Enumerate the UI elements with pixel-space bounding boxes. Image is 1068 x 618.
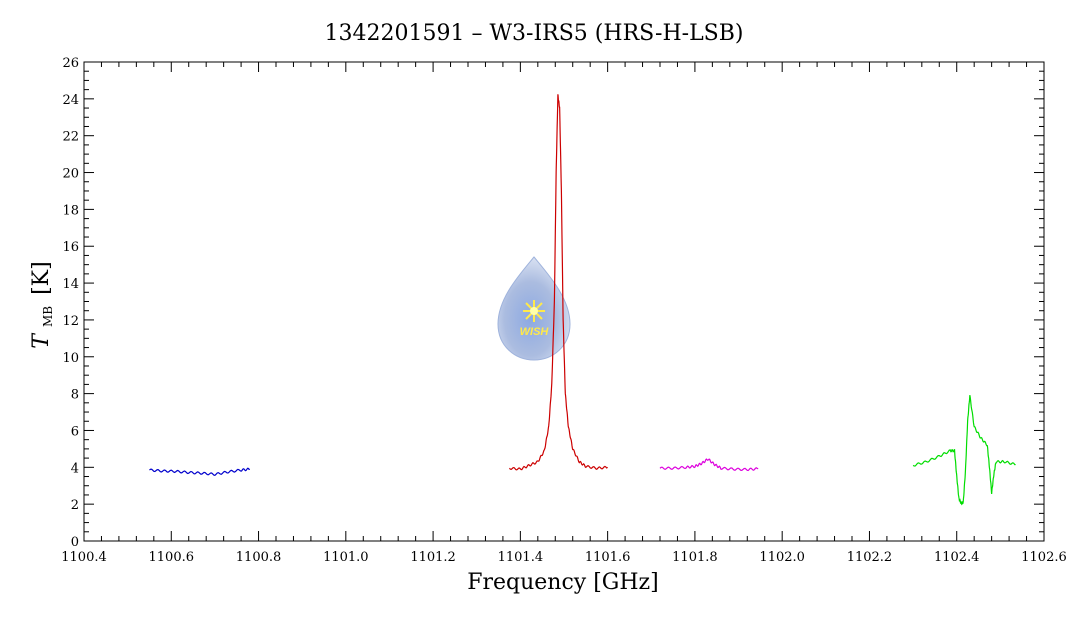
y-tick-label: 24	[62, 93, 79, 108]
y-tick-label: 8	[71, 388, 79, 403]
y-tick-label: 12	[62, 314, 79, 329]
x-tick-label: 1102.4	[934, 550, 980, 565]
y-tick-label: 26	[62, 56, 79, 71]
x-tick-label: 1101.0	[323, 550, 369, 565]
x-axis-label: Frequency [GHz]	[467, 570, 659, 595]
spectrum-series-4	[912, 394, 1016, 506]
x-tick-label: 1100.8	[236, 550, 282, 565]
x-tick-label: 1100.6	[149, 550, 195, 565]
x-tick-label: 1101.8	[672, 550, 718, 565]
y-tick-label: 0	[71, 535, 79, 550]
y-tick-label: 16	[62, 240, 79, 255]
spectrum-series-1	[149, 467, 251, 477]
spectrum-series-3	[659, 458, 759, 472]
y-tick-label: 6	[71, 424, 79, 439]
x-tick-label: 1102.6	[1021, 550, 1067, 565]
x-tick-label: 1101.4	[498, 550, 544, 565]
x-tick-label: 1100.4	[61, 550, 107, 565]
y-tick-label: 22	[62, 130, 79, 145]
y-axis-label: T MB [K]	[29, 261, 58, 348]
x-tick-label: 1102.0	[759, 550, 805, 565]
y-tick-label: 18	[62, 203, 79, 218]
x-tick-label: 1101.2	[410, 550, 456, 565]
star-core	[530, 307, 538, 315]
y-tick-label: 14	[62, 277, 79, 292]
spectrum-series-2	[508, 94, 608, 471]
plot-frame	[83, 61, 1045, 542]
y-axis-symbol: T	[29, 332, 54, 349]
x-tick-label: 1101.6	[585, 550, 631, 565]
wish-logo-text: WISH	[520, 326, 550, 338]
svg-text:T MB [K]: T MB [K]	[29, 261, 58, 348]
y-axis-unit: [K]	[29, 261, 54, 295]
y-tick-label: 2	[71, 498, 79, 513]
x-tick-labels: 1100.4 1100.6 1100.8 1101.0 1101.2 1101.4 1101…	[61, 550, 1067, 565]
y-tick-label: 10	[62, 351, 79, 366]
x-tick-label: 1102.2	[847, 550, 893, 565]
series-layer	[149, 94, 1016, 506]
y-tick-label: 20	[62, 167, 79, 182]
wish-logo: WISH	[497, 256, 571, 361]
y-axis-subscript: MB	[41, 306, 55, 327]
chart-title: 1342201591 – W3-IRS5 (HRS-H-LSB)	[324, 21, 743, 46]
y-tick-label: 4	[71, 461, 79, 476]
